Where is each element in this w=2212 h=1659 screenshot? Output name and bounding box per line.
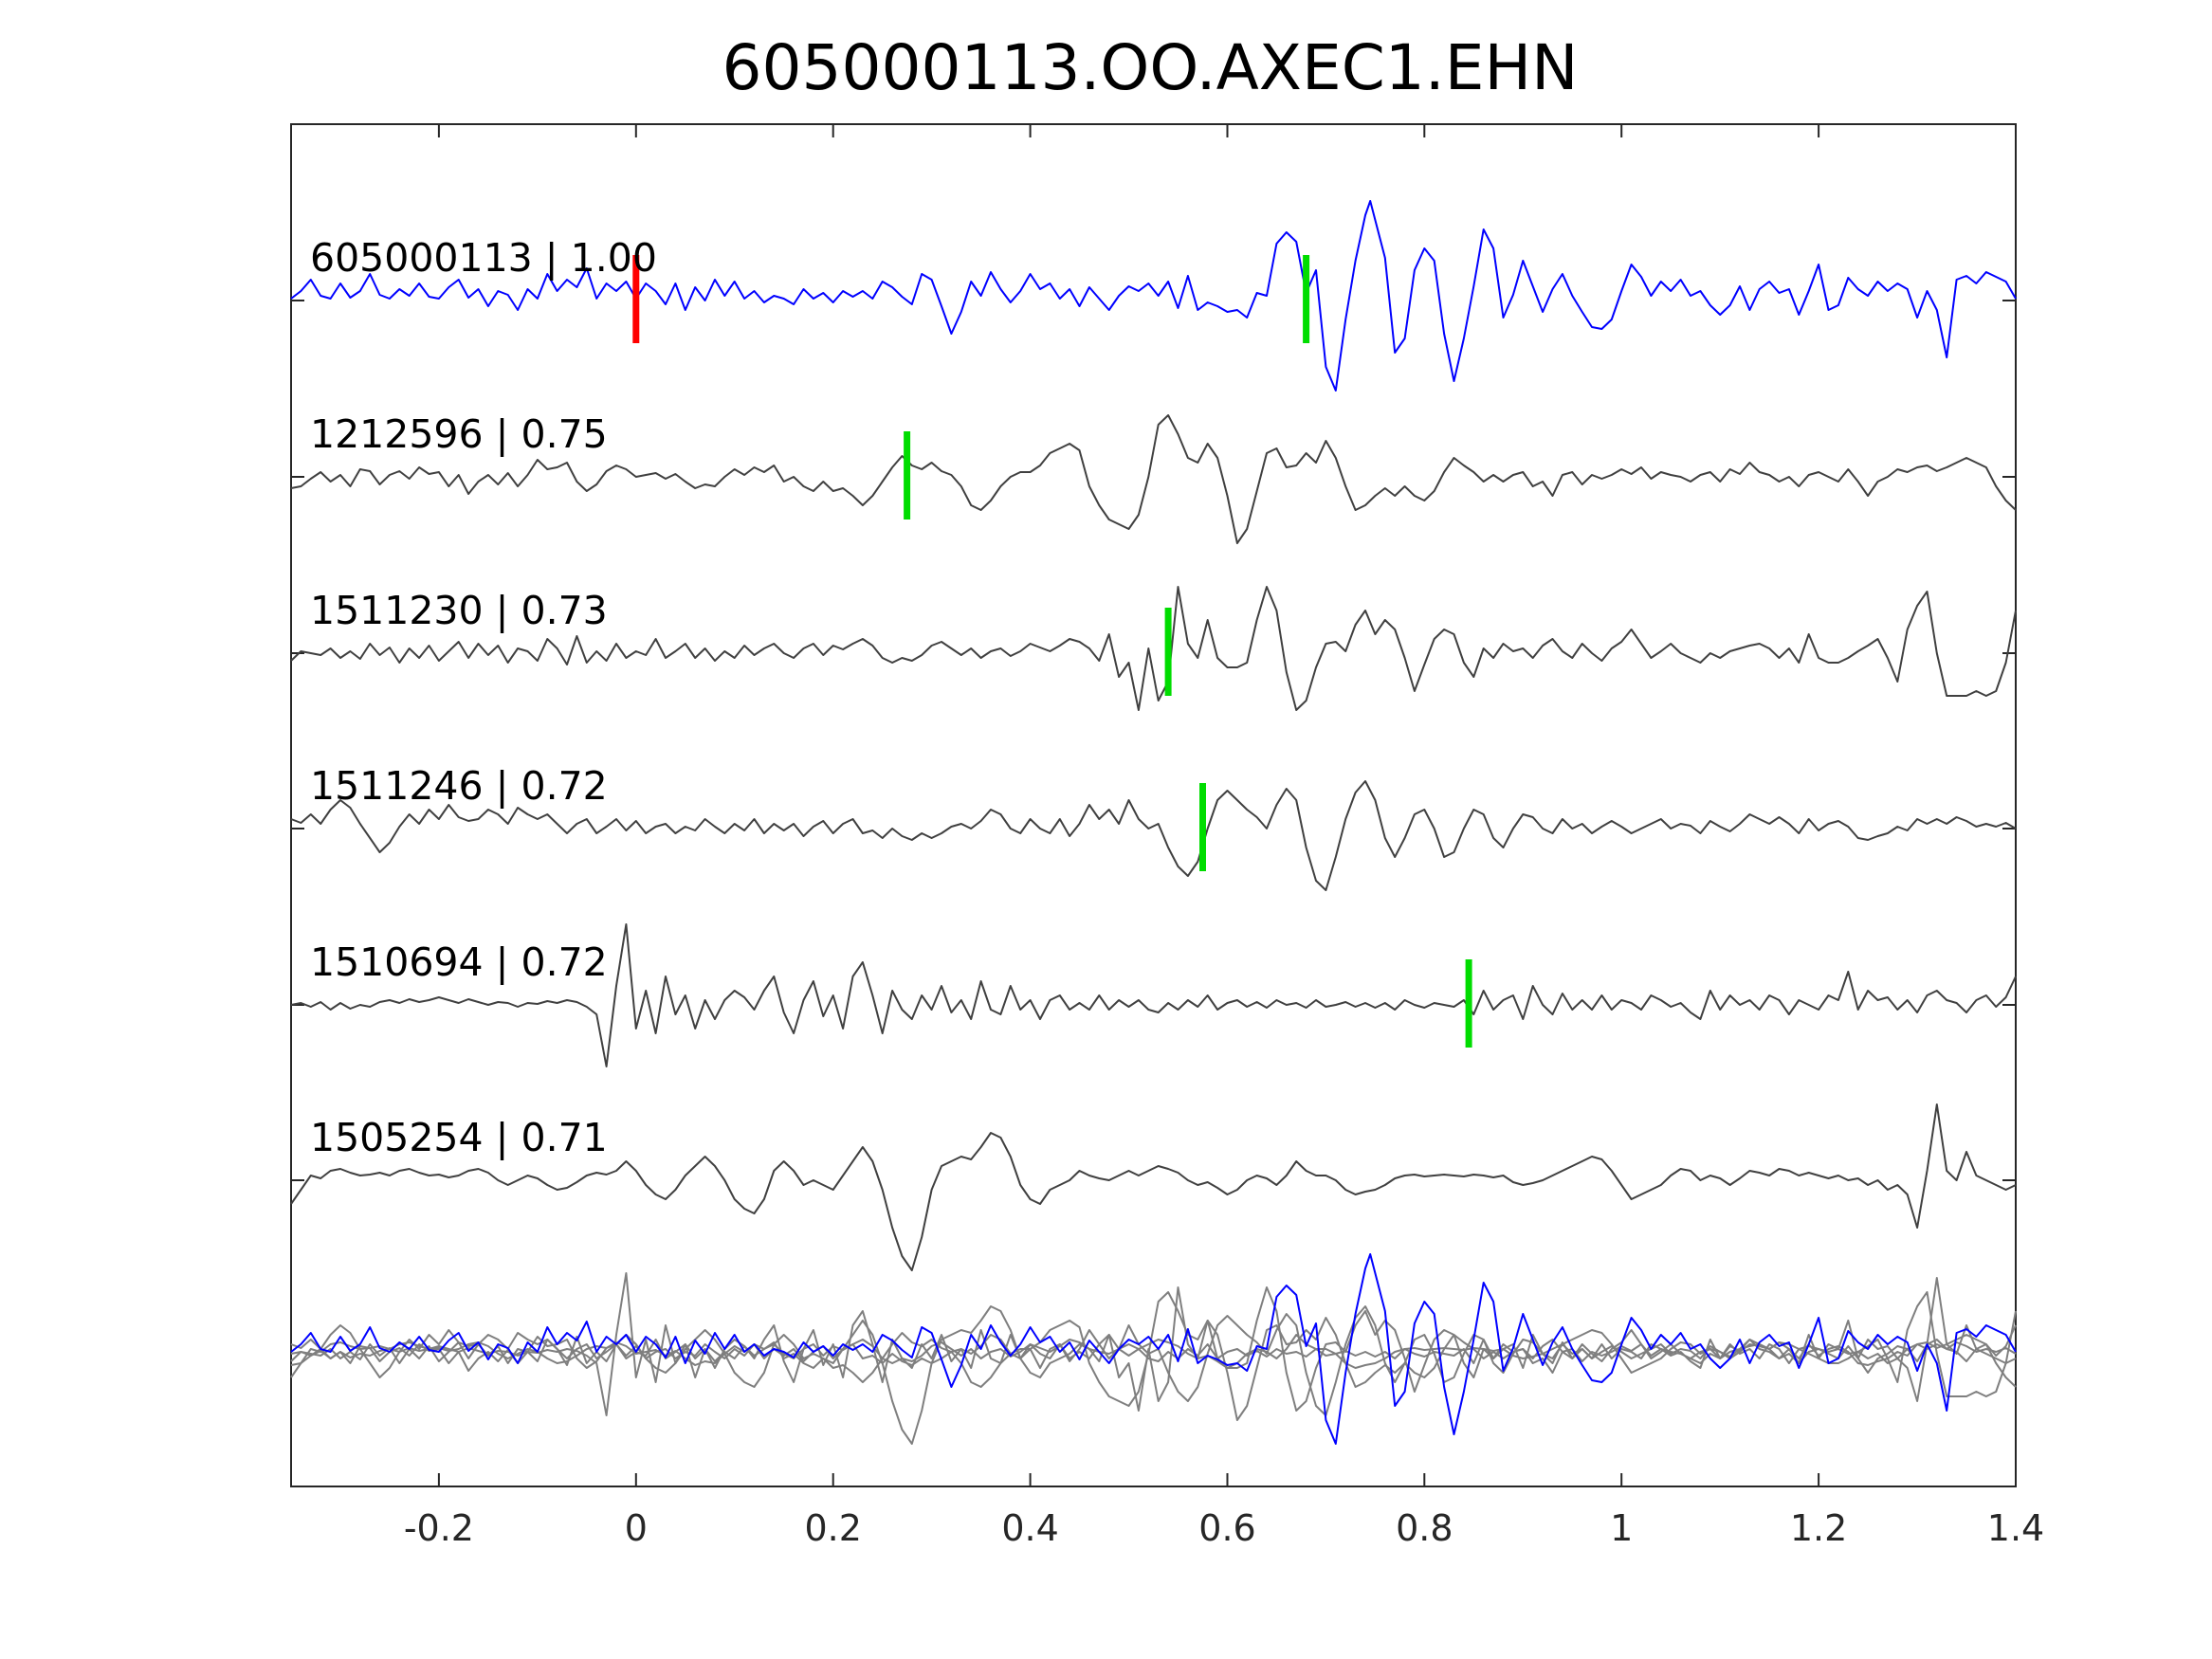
x-tick-label: 1 [1610, 1507, 1633, 1549]
trace-1505254 [290, 1103, 2017, 1271]
trace-1510694 [290, 923, 2017, 1067]
trace-label: 1511230 | 0.73 [310, 588, 608, 633]
trace-1511230 [290, 586, 2017, 711]
overlay-trace-1511246 [290, 1305, 2017, 1416]
overlay-trace-1511230 [290, 1286, 2017, 1412]
trace-baseline-ticks [291, 300, 2016, 1181]
x-tick-label: 1.2 [1790, 1507, 1847, 1549]
x-tick-label: 1.4 [1987, 1507, 2044, 1549]
x-tick-label: 0 [625, 1507, 648, 1549]
x-tick-label: -0.2 [404, 1507, 474, 1549]
x-tick-label: 0.6 [1198, 1507, 1255, 1549]
x-tick-label: 0.8 [1396, 1507, 1453, 1549]
trace-panel [290, 200, 2017, 1271]
x-tick-label: 0.4 [1001, 1507, 1058, 1549]
overlay-trace-1510694 [290, 1272, 2017, 1416]
trace-label: 1212596 | 0.75 [310, 411, 608, 457]
trace-1212596 [290, 414, 2017, 544]
x-tick-label: 0.2 [804, 1507, 861, 1549]
trace-label: 1511246 | 0.72 [310, 763, 608, 809]
plot-area-frame [290, 123, 2017, 1487]
trace-1511246 [290, 780, 2017, 891]
overlay-trace-605000113 [290, 1253, 2017, 1445]
phase-picks [632, 255, 1472, 1048]
trace-label: 1510694 | 0.72 [310, 939, 608, 985]
x-axis: -0.2 0 0.2 0.4 0.6 0.8 1 1.2 1.4 [404, 124, 2044, 1549]
overlay-panel [290, 1253, 2017, 1445]
trace-labels: 605000113 | 1.00 1212596 | 0.75 1511230 | … [310, 235, 657, 1160]
trace-label: 605000113 | 1.00 [310, 235, 657, 281]
trace-label: 1505254 | 0.71 [310, 1115, 608, 1160]
chart-title: 605000113.OO.AXEC1.EHN [722, 31, 1579, 104]
trace-605000113 [290, 200, 2017, 392]
